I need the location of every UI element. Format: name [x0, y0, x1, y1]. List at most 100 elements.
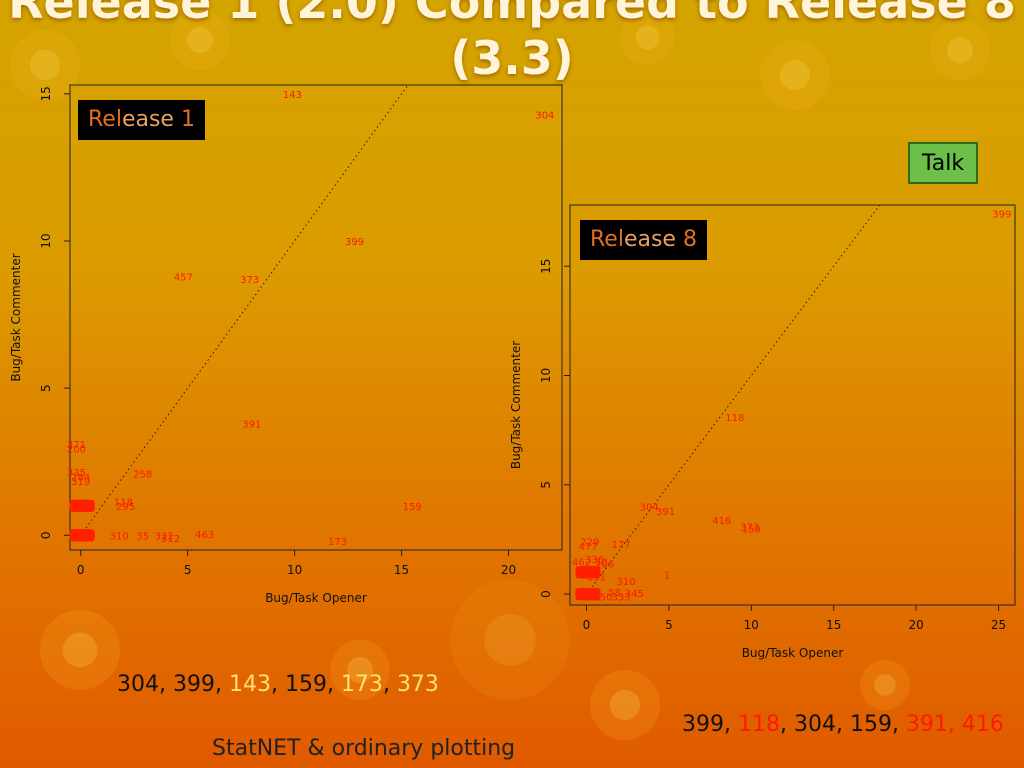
caption-segment: 373	[396, 672, 439, 697]
label-prefix: Rel	[88, 107, 122, 132]
slide-title: Release 1 (2.0) Compared to Release 8 (3…	[8, 0, 1016, 85]
point-label: 462	[572, 557, 591, 568]
x-tick-label: 20	[908, 618, 923, 632]
point-label: 177	[612, 540, 631, 551]
x-tick-label: 15	[826, 618, 841, 632]
caption-segment: 118	[737, 712, 780, 737]
label-prefix: Rel	[590, 227, 624, 252]
point-label: 106	[595, 559, 614, 570]
y-tick-label: 15	[539, 259, 553, 274]
point-label: 200	[67, 444, 86, 455]
point-label: 351	[587, 573, 606, 584]
point-label: 159	[742, 524, 761, 535]
x-tick-label: 5	[665, 618, 673, 632]
point-label: 229	[580, 538, 599, 549]
origin-cluster-mark	[584, 588, 601, 601]
point-label: 143	[283, 90, 302, 101]
footer-text: StatNET & ordinary plotting	[212, 736, 516, 761]
point-label: 159	[403, 502, 422, 513]
y-tick-label: 0	[39, 531, 53, 539]
point-label: 335	[67, 468, 86, 479]
scatter-plot-release-8: 0 5 10 15 20 25 0 5 10 15 Bug/Task Opener Bug/Task …	[500, 204, 1024, 675]
y-tick-label: 5	[539, 481, 553, 489]
point-label: 345	[625, 589, 644, 600]
point-label: 35	[136, 531, 149, 542]
reference-line	[80, 84, 409, 536]
origin-cluster-mark	[78, 499, 95, 512]
point-label: 304	[640, 503, 659, 514]
point-label: 258	[133, 469, 152, 480]
label-suffix: 8	[675, 227, 697, 252]
plot-frame	[69, 84, 563, 551]
point-label: 310	[110, 531, 129, 542]
label-mid: ease	[623, 227, 676, 252]
x-tick-label: 10	[744, 618, 759, 632]
caption-segment: 399,	[682, 712, 738, 737]
caption-segment: 304, 399,	[117, 672, 229, 697]
point-label: 416	[712, 516, 731, 527]
label-suffix: 1	[173, 107, 195, 132]
y-tick-label: 10	[39, 233, 53, 248]
caption-segment: ,	[382, 672, 397, 697]
caption-segment: , 159,	[270, 672, 341, 697]
label-mid: ease	[121, 107, 174, 132]
point-label: 322	[155, 531, 174, 542]
point-label: 150	[593, 592, 612, 603]
point-label: 310	[616, 577, 635, 588]
point-label: 319	[71, 477, 90, 488]
point-label: 399	[992, 210, 1011, 221]
x-tick-label: 25	[991, 618, 1006, 632]
point-label: 336	[585, 555, 604, 566]
talk-button[interactable]: Talk	[908, 142, 978, 184]
point-label: 373	[240, 275, 259, 286]
point-label: 373	[740, 522, 759, 533]
point-label: 118	[725, 413, 744, 424]
reference-line	[586, 204, 881, 595]
caption-segment: 391, 416	[905, 712, 1004, 737]
x-tick-label: 0	[583, 618, 591, 632]
point-label: 399	[345, 237, 364, 248]
point-label: 1	[664, 570, 670, 581]
y-tick-label: 5	[39, 384, 53, 392]
point-label: 463	[195, 530, 214, 541]
point-label: 477	[579, 542, 598, 553]
point-label: 118	[114, 497, 133, 508]
plot-frame	[569, 204, 1016, 606]
y-axis-label: Bug/Task Commenter	[509, 341, 523, 469]
point-label: 333	[612, 592, 631, 603]
point-label: 284	[71, 472, 90, 483]
y-tick-label: 10	[539, 368, 553, 383]
release-1-label: Release 1	[78, 100, 205, 140]
origin-cluster-mark	[584, 566, 601, 579]
x-tick-label: 20	[501, 563, 516, 577]
y-axis-label: Bug/Task Commenter	[9, 253, 23, 381]
y-tick-label: 0	[539, 590, 553, 598]
release-8-label: Release 8	[580, 220, 707, 260]
x-tick-label: 10	[287, 563, 302, 577]
caption-release-8-ids: 399, 118, 304, 159, 391, 416	[682, 712, 1004, 737]
point-label: 371	[67, 440, 86, 451]
caption-segment: 143	[228, 672, 271, 697]
point-label: 58	[608, 588, 621, 599]
point-label: 173	[328, 537, 347, 548]
scatter-plot-release-1: 0 5 10 15 20 0 5 10 15 Bug/Task Opener Bug/Task Co…	[0, 84, 570, 605]
point-label: 457	[174, 272, 193, 283]
x-axis-label: Bug/Task Opener	[265, 591, 367, 605]
scatter-plot-release-8-svg: 0 5 10 15 20 25 0 5 10 15 Bug/Task Opener Bug/Task …	[509, 204, 1016, 660]
y-tick-label: 15	[39, 86, 53, 101]
point-label: 295	[116, 502, 135, 513]
x-tick-label: 0	[77, 563, 85, 577]
point-label: 391	[656, 507, 675, 518]
x-tick-label: 5	[184, 563, 192, 577]
point-label: 50	[595, 557, 608, 568]
origin-cluster-mark	[78, 529, 95, 542]
x-axis-label: Bug/Task Opener	[742, 646, 844, 660]
point-label: 304	[535, 110, 554, 121]
x-tick-label: 15	[394, 563, 409, 577]
caption-release-1-ids: 304, 399, 143, 159, 173, 373	[117, 672, 439, 697]
caption-segment: 173	[340, 672, 383, 697]
point-label: 391	[242, 419, 261, 430]
caption-segment: , 304, 159,	[779, 712, 906, 737]
point-label: 312	[161, 534, 180, 545]
